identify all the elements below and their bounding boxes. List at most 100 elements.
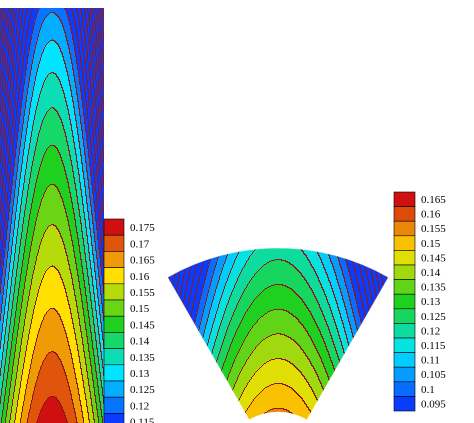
- rect-plot-cell: [22, 138, 24, 140]
- rect-plot-cell: [70, 76, 72, 78]
- rect-plot-cell: [38, 160, 40, 162]
- rect-plot-cell: [6, 54, 8, 56]
- rect-plot-cell: [60, 92, 62, 94]
- rect-plot-cell: [54, 8, 56, 10]
- rect-plot-cell: [70, 172, 72, 174]
- rect-plot-cell: [22, 172, 24, 174]
- rect-plot-cell: [20, 124, 22, 126]
- rect-plot-cell: [56, 106, 58, 108]
- rect-plot-cell: [46, 160, 48, 162]
- rect-plot-cell: [62, 156, 64, 158]
- rect-plot-cell: [54, 148, 56, 150]
- rect-plot-cell: [58, 140, 60, 142]
- rect-plot-cell: [76, 70, 78, 72]
- rect-plot-cell: [72, 86, 74, 88]
- rect-plot-cell: [78, 64, 80, 66]
- rect-plot-cell: [50, 52, 52, 54]
- rect-plot-cell: [86, 124, 88, 126]
- rect-plot-cell: [44, 148, 46, 150]
- rect-plot-cell: [32, 16, 34, 18]
- rect-plot-cell: [74, 132, 76, 134]
- rect-plot-cell: [74, 198, 76, 200]
- rect-plot-cell: [28, 60, 30, 62]
- rect-plot-cell: [48, 126, 50, 128]
- rect-plot-cell: [30, 116, 32, 118]
- rect-plot-cell: [50, 182, 52, 184]
- rect-plot-cell: [52, 136, 54, 138]
- rect-plot-cell: [76, 46, 78, 48]
- rect-plot-cell: [48, 172, 50, 174]
- rect-plot-cell: [36, 158, 38, 160]
- rect-plot-cell: [68, 98, 70, 100]
- rect-plot-cell: [72, 184, 74, 186]
- rect-plot-cell: [50, 60, 52, 62]
- rect-plot-cell: [78, 124, 80, 126]
- rect-plot-cell: [60, 174, 62, 176]
- rect-plot-cell: [30, 158, 32, 160]
- rect-plot-cell: [54, 66, 56, 68]
- rect-plot-cell: [98, 72, 100, 74]
- rect-plot-cell: [20, 192, 22, 194]
- rect-plot-cell: [16, 66, 18, 68]
- rect-plot-cell: [60, 188, 62, 190]
- rect-plot-cell: [66, 156, 68, 158]
- rect-plot-cell: [32, 138, 34, 140]
- rect-plot-cell: [102, 192, 104, 194]
- rect-plot-cell: [92, 38, 94, 40]
- rect-plot-cell: [56, 142, 58, 144]
- rect-plot-cell: [44, 86, 46, 88]
- rect-plot-cell: [60, 112, 62, 114]
- rect-plot-cell: [84, 164, 86, 166]
- rect-plot-cell: [38, 86, 40, 88]
- rect-plot-cell: [30, 24, 32, 26]
- rect-plot-cell: [30, 198, 32, 200]
- rect-plot-cell: [62, 50, 64, 52]
- rect-plot-cell: [26, 20, 28, 22]
- rect-plot-cell: [64, 110, 66, 112]
- rect-plot-cell: [74, 168, 76, 170]
- rect-plot-cell: [60, 176, 62, 178]
- rect-plot-cell: [48, 68, 50, 70]
- rect-plot-cell: [58, 106, 60, 108]
- rect-plot-cell: [72, 26, 74, 28]
- rect-plot-cell: [50, 166, 52, 168]
- rect-plot-cell: [12, 162, 14, 164]
- rect-plot-cell: [76, 26, 78, 28]
- rect-plot-cell: [18, 176, 20, 178]
- rect-plot-cell: [12, 100, 14, 102]
- rect-plot-cell: [24, 96, 26, 98]
- rect-plot-cell: [74, 174, 76, 176]
- rect-plot-cell: [72, 56, 74, 58]
- rect-plot-cell: [78, 196, 80, 198]
- rect-plot-cell: [20, 184, 22, 186]
- rect-plot-cell: [70, 66, 72, 68]
- rect-plot-cell: [8, 166, 10, 168]
- rect-plot-cell: [4, 74, 6, 76]
- rect-plot-cell: [24, 154, 26, 156]
- rect-plot-cell: [62, 96, 64, 98]
- rect-plot-cell: [52, 166, 54, 168]
- rect-plot-cell: [58, 118, 60, 120]
- rect-plot-cell: [54, 178, 56, 180]
- rect-plot-cell: [38, 22, 40, 24]
- rect-plot-cell: [48, 48, 50, 50]
- rect-plot-cell: [48, 156, 50, 158]
- rect-plot-cell: [82, 96, 84, 98]
- rect-plot-cell: [86, 182, 88, 184]
- rect-plot-cell: [62, 10, 64, 12]
- rect-plot-cell: [40, 46, 42, 48]
- rect-plot-cell: [36, 96, 38, 98]
- rect-plot-cell: [68, 142, 70, 144]
- rect-plot-cell: [46, 34, 48, 36]
- rect-plot-cell: [86, 160, 88, 162]
- rect-plot-cell: [54, 76, 56, 78]
- rect-plot-cell: [26, 102, 28, 104]
- rect-plot-cell: [48, 80, 50, 82]
- rect-plot-cell: [74, 40, 76, 42]
- rect-plot-cell: [66, 62, 68, 64]
- rect-plot-cell: [42, 166, 44, 168]
- rect-plot-cell: [44, 170, 46, 172]
- rect-plot-cell: [82, 116, 84, 118]
- rect-plot-cell: [36, 134, 38, 136]
- rect-plot-cell: [88, 82, 90, 84]
